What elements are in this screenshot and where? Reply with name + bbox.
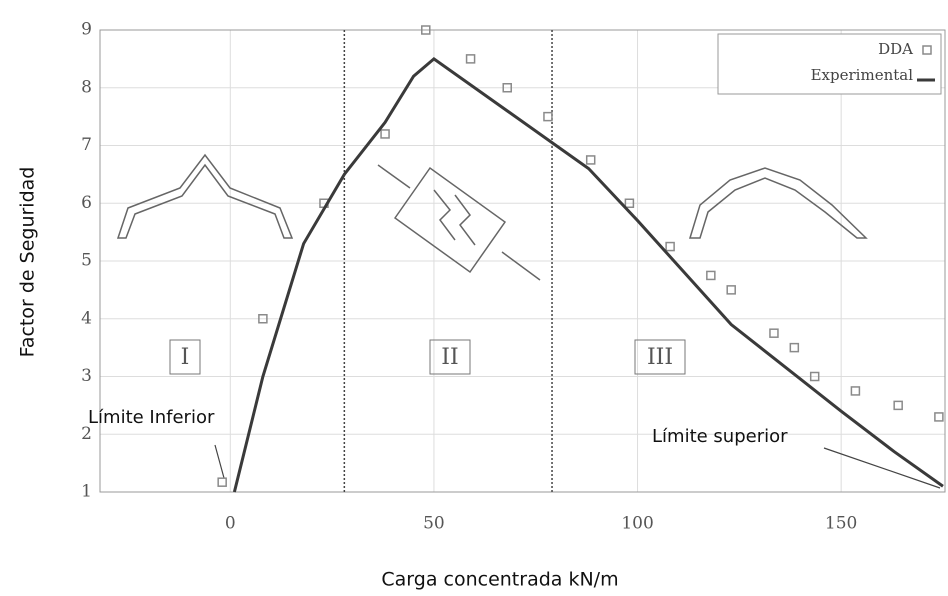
dda-point <box>502 83 512 93</box>
y-tick-label: 8 <box>81 77 92 97</box>
dda-point <box>380 129 390 139</box>
y-tick-label: 3 <box>81 366 92 386</box>
x-tick-label: 50 <box>423 514 445 534</box>
experimental-line <box>232 56 944 493</box>
dda-point <box>850 386 861 396</box>
y-tick-label: 4 <box>81 308 92 328</box>
dda-point <box>465 54 476 64</box>
legend-label: Experimental <box>811 66 914 84</box>
region-label: I <box>181 345 190 370</box>
legend-marker <box>922 45 932 55</box>
plot-frame <box>99 29 946 493</box>
y-tick-label: 9 <box>81 20 92 40</box>
annotation: Límite superior <box>652 426 788 447</box>
dda-point <box>789 342 800 353</box>
dda-point <box>258 314 268 324</box>
dda-point <box>421 25 431 35</box>
legend-box <box>717 33 942 95</box>
dda-point <box>665 241 675 252</box>
illustrations <box>116 153 868 281</box>
y-tick-label: 1 <box>81 482 92 502</box>
dda-point <box>585 155 596 165</box>
region-label: II <box>441 345 458 370</box>
dda-point <box>217 477 227 487</box>
dda-point <box>726 285 736 295</box>
region-boxes <box>169 339 686 375</box>
annotation-arrow <box>214 444 941 489</box>
arch-right <box>688 167 868 239</box>
arrows <box>377 164 541 281</box>
annotation: Límite Inferior <box>88 407 215 428</box>
dda-point <box>543 111 553 122</box>
dda-point <box>624 198 635 208</box>
region-box <box>169 339 201 375</box>
x-tick-label: 150 <box>825 514 857 534</box>
block <box>393 166 507 274</box>
springs <box>433 189 476 246</box>
y-tick-label: 5 <box>81 251 92 271</box>
x-axis-label: Carga concentrada kN/m <box>381 569 618 591</box>
x-tick-label: 100 <box>621 514 653 534</box>
y-tick-label: 7 <box>81 135 92 155</box>
dda-point <box>769 328 779 338</box>
dda-point <box>893 400 903 411</box>
y-tick-label: 6 <box>81 193 92 213</box>
legend-label: DDA <box>878 40 913 58</box>
region-box <box>429 339 471 375</box>
region-label: III <box>647 345 673 370</box>
dda-point <box>934 412 944 422</box>
y-axis-label: Factor de Seguridad <box>17 167 39 358</box>
arch-left <box>116 153 294 239</box>
y-tick-label: 2 <box>81 424 92 444</box>
x-tick-label: 0 <box>225 514 236 534</box>
region-box <box>634 339 686 375</box>
dda-point <box>809 371 820 382</box>
dda-point <box>706 270 716 281</box>
